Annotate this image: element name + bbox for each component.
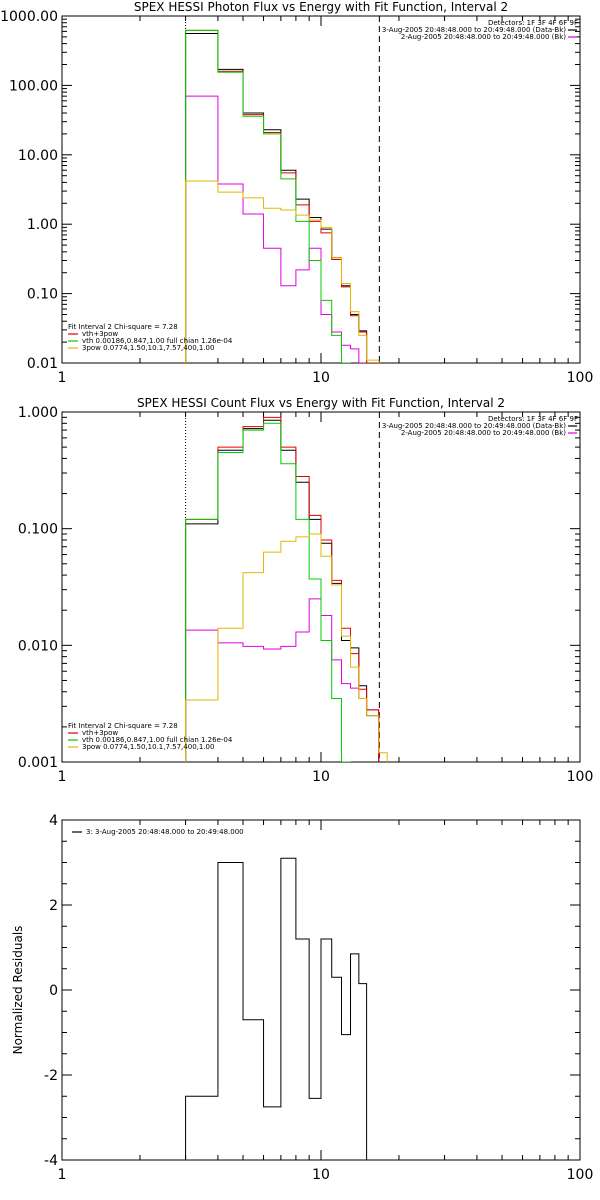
plot-area (185, 857, 368, 1160)
x-tick-label: 1 (58, 769, 67, 785)
x-tick-label: 100 (567, 370, 594, 386)
series-line-5 (185, 533, 388, 762)
x-tick-label: 1 (58, 1167, 67, 1183)
legend-entry: 2-Aug-2005 20:48:48.000 to 20:49:48.000 … (401, 33, 566, 41)
legend-entry: vth 0.00186,0.847,1.00 full chian 1.26e-… (82, 736, 233, 744)
legend-entry: vth+3pow (82, 330, 118, 338)
legend-entry: 3pow 0.0774,1.50,10.1,7.57,400,1.00 (82, 743, 214, 751)
y-tick-label: 2 (49, 898, 58, 914)
series-line-3 (185, 416, 380, 762)
y-tick-label: -2 (44, 1068, 58, 1084)
y-tick-label: 0.10 (27, 287, 58, 303)
series-line-1 (185, 32, 380, 363)
y-tick-label: 0.010 (18, 638, 58, 654)
legend-entry: vth+3pow (82, 729, 118, 737)
series-line-2 (185, 95, 368, 363)
plot-area (185, 412, 388, 762)
y-tick-label: 0.100 (18, 522, 58, 538)
y-tick-label: -4 (44, 1153, 58, 1169)
legend-entry: 3-Aug-2005 20:48:48.000 to 20:49:48.000 … (382, 26, 566, 34)
legend-top-right: Detectors: 1F 3F 4F 6F 9F3-Aug-2005 20:4… (382, 19, 578, 41)
chart-panel-1: SPEX HESSI Photon Flux vs Energy with Fi… (0, 0, 593, 386)
legend-fit-interval: Fit Interval 2 Chi-square = 7.28 (68, 323, 178, 331)
chart-panel-3: 1 10 100 -4 -2 0 2 4 Normalized Residuals 3: 3-Au… (11, 813, 593, 1183)
y-tick-label: 1.000 (18, 405, 58, 421)
y-tick-label: 0.01 (27, 356, 58, 372)
legend-detectors: Detectors: 1F 3F 4F 6F 9F (488, 415, 578, 423)
series-line-5 (185, 180, 380, 363)
legend-bottom-left: Fit Interval 2 Chi-square = 7.28vth+3pow… (68, 722, 233, 751)
series-line-1 (185, 419, 380, 762)
y-tick-label: 0 (49, 983, 58, 999)
y-axis-label: Normalized Residuals (11, 926, 25, 1055)
legend-top-right: Detectors: 1F 3F 4F 6F 9F3-Aug-2005 20:4… (382, 415, 578, 437)
y-tick-label: 100.00 (9, 78, 58, 94)
x-tick-label: 1 (58, 370, 67, 386)
chart-title: SPEX HESSI Photon Flux vs Energy with Fi… (134, 0, 508, 14)
legend-entry: 3-Aug-2005 20:48:48.000 to 20:49:48.000 … (382, 422, 566, 430)
y-tick-label: 0.001 (18, 755, 58, 771)
y-tick-label: 10.00 (18, 148, 58, 164)
series-line-3 (185, 29, 380, 363)
x-tick-label: 10 (312, 769, 330, 785)
legend-entry: 3pow 0.0774,1.50,10.1,7.57,400,1.00 (82, 344, 214, 352)
chart-panel-2: SPEX HESSI Count Flux vs Energy with Fit… (18, 396, 593, 785)
y-tick-label: 1000.00 (0, 9, 58, 25)
y-tick-label: 4 (49, 813, 58, 829)
legend-entry: 3: 3-Aug-2005 20:48:48.000 to 20:49:48.0… (86, 828, 244, 836)
series-line-4 (185, 29, 352, 363)
y-tick-label: 1.00 (27, 217, 58, 233)
legend-entry: 2-Aug-2005 20:48:48.000 to 20:49:48.000 … (401, 429, 566, 437)
series-line-1 (185, 857, 368, 1160)
chart-title: SPEX HESSI Count Flux vs Energy with Fit… (137, 396, 505, 410)
plot-area (185, 16, 380, 363)
x-tick-label: 10 (312, 1167, 330, 1183)
x-tick-label: 10 (312, 370, 330, 386)
x-tick-label: 100 (567, 1167, 594, 1183)
legend-bottom-left: Fit Interval 2 Chi-square = 7.28vth+3pow… (68, 323, 233, 352)
legend-fit-interval: Fit Interval 2 Chi-square = 7.28 (68, 722, 178, 730)
legend-detectors: Detectors: 1F 3F 4F 6F 9F (488, 19, 578, 27)
x-tick-label: 100 (567, 769, 594, 785)
legend-entry: vth 0.00186,0.847,1.00 full chian 1.26e-… (82, 337, 233, 345)
legend: 3: 3-Aug-2005 20:48:48.000 to 20:49:48.0… (72, 828, 244, 836)
series-line-4 (185, 422, 352, 762)
